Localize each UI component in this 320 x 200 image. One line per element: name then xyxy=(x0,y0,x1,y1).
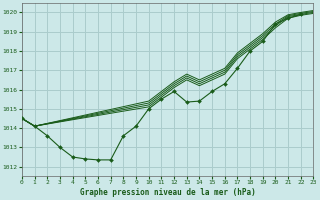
X-axis label: Graphe pression niveau de la mer (hPa): Graphe pression niveau de la mer (hPa) xyxy=(80,188,256,197)
